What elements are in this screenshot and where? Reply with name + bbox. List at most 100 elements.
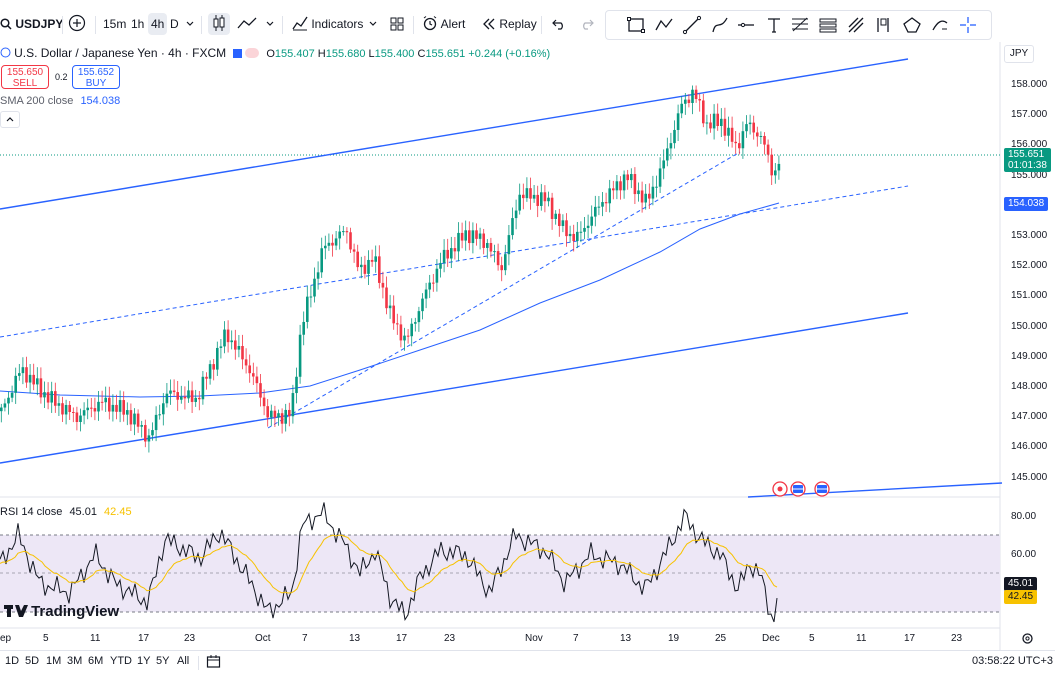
candle [669, 143, 673, 149]
candle [752, 122, 755, 133]
range-button-3m[interactable]: 3M [67, 655, 83, 667]
tradingview-logo[interactable]: TradingView [4, 603, 119, 620]
candle [561, 220, 565, 227]
candle [100, 401, 104, 403]
candle [468, 230, 471, 244]
candle [345, 231, 349, 233]
candle [136, 413, 140, 427]
range-button-6m[interactable]: 6M [88, 655, 104, 667]
candle [25, 367, 28, 383]
candle [234, 340, 237, 350]
range-button-5d[interactable]: 5D [25, 655, 40, 667]
candle [14, 375, 17, 393]
event-markers [772, 481, 830, 497]
flag-icon [233, 49, 243, 58]
redo-button[interactable] [580, 8, 594, 40]
price-tick: 146.000 [1011, 441, 1048, 453]
brush-tool-icon[interactable] [846, 15, 866, 35]
rectangle-tool-icon[interactable] [626, 15, 646, 35]
candle [360, 264, 363, 268]
timeframe-d[interactable]: D [170, 17, 179, 31]
candle [612, 188, 615, 191]
sell-button[interactable]: 155.650 SELL [1, 65, 49, 89]
horizontal-line-tool-icon[interactable] [736, 15, 756, 35]
candle [385, 287, 388, 309]
candle [500, 265, 503, 271]
polyline-tool-icon[interactable] [654, 15, 674, 35]
candle [194, 397, 197, 402]
candle [277, 413, 280, 418]
candle [741, 131, 745, 149]
range-button-1m[interactable]: 1M [46, 655, 62, 667]
timeframe-dropdown[interactable] [185, 8, 195, 40]
price-tick: 157.000 [1011, 109, 1048, 121]
date-range-button[interactable] [206, 654, 221, 672]
candle [529, 188, 532, 199]
time-tick: 17 [904, 633, 916, 644]
chart-settings-button[interactable] [1021, 632, 1034, 648]
ellipse-tool-icon[interactable] [902, 15, 922, 35]
candle [666, 148, 669, 161]
candle [374, 256, 377, 262]
price-tick: 148.000 [1011, 381, 1048, 392]
symbol-search[interactable]: USDJPY [0, 8, 63, 40]
candle [342, 231, 345, 233]
sma-legend[interactable]: SMA 200 close 154.038 [0, 95, 120, 107]
chevron-down-icon [369, 21, 377, 26]
candle [255, 376, 259, 384]
candle [723, 118, 727, 136]
candle [590, 216, 593, 226]
timeframe-4h[interactable]: 4h [148, 13, 168, 35]
price-tick: 151.000 [1011, 290, 1048, 302]
crosshair-tool-icon[interactable] [958, 15, 978, 35]
fib-retracement-tool-icon[interactable] [790, 15, 810, 35]
candle [7, 397, 10, 404]
currency-selector[interactable]: JPY [1004, 45, 1034, 63]
range-button-1y[interactable]: 1Y [137, 655, 151, 667]
candle [392, 305, 395, 324]
candle [763, 135, 766, 145]
undo-button[interactable] [552, 8, 566, 40]
range-button-ytd[interactable]: YTD [110, 655, 132, 667]
curve-tool-icon[interactable] [930, 15, 950, 35]
market-status-icon [245, 48, 260, 58]
candle [417, 311, 421, 323]
candle [568, 233, 572, 237]
candle [439, 262, 442, 269]
candle [208, 364, 212, 379]
candle [691, 89, 694, 103]
pattern-tool-icon[interactable] [818, 15, 838, 35]
collapse-legend-button[interactable] [0, 111, 20, 128]
rsi-legend[interactable]: RSI 14 close 45.01 42.45 [0, 506, 132, 518]
buy-button[interactable]: 155.652 BUY [72, 65, 120, 89]
candles-chart-type-button[interactable] [208, 13, 230, 35]
indicators-dropdown[interactable] [368, 8, 378, 40]
indicators-button[interactable]: Indicators [292, 8, 363, 40]
candle [709, 122, 712, 129]
candle [147, 435, 151, 442]
candle [774, 170, 777, 176]
timeframe-15m[interactable]: 15m [103, 17, 127, 31]
line-chart-type-button[interactable] [237, 8, 257, 40]
compare-button[interactable] [68, 8, 86, 40]
candle [511, 218, 514, 236]
gear-icon [1022, 633, 1033, 644]
range-button-all[interactable]: All [177, 655, 190, 667]
candle [720, 118, 723, 126]
path-tool-icon[interactable] [710, 15, 730, 35]
alert-button[interactable]: Alert [422, 8, 465, 40]
trend-line-tool-icon[interactable] [682, 15, 702, 35]
replay-button[interactable]: Replay [482, 8, 537, 40]
chart-type-dropdown[interactable] [265, 8, 275, 40]
candle [745, 124, 748, 132]
clock-timezone[interactable]: 03:58:22 UTC+3 [972, 655, 1054, 667]
chevron-down-icon [186, 21, 194, 26]
layouts-button[interactable] [390, 8, 404, 40]
range-button-1d[interactable]: 1D [5, 655, 20, 667]
timeframe-1h[interactable]: 1h [131, 17, 145, 31]
range-button-5y[interactable]: 5Y [156, 655, 170, 667]
measure-tool-icon[interactable] [874, 15, 894, 35]
candle [270, 410, 273, 418]
text-tool-icon[interactable] [764, 15, 784, 35]
